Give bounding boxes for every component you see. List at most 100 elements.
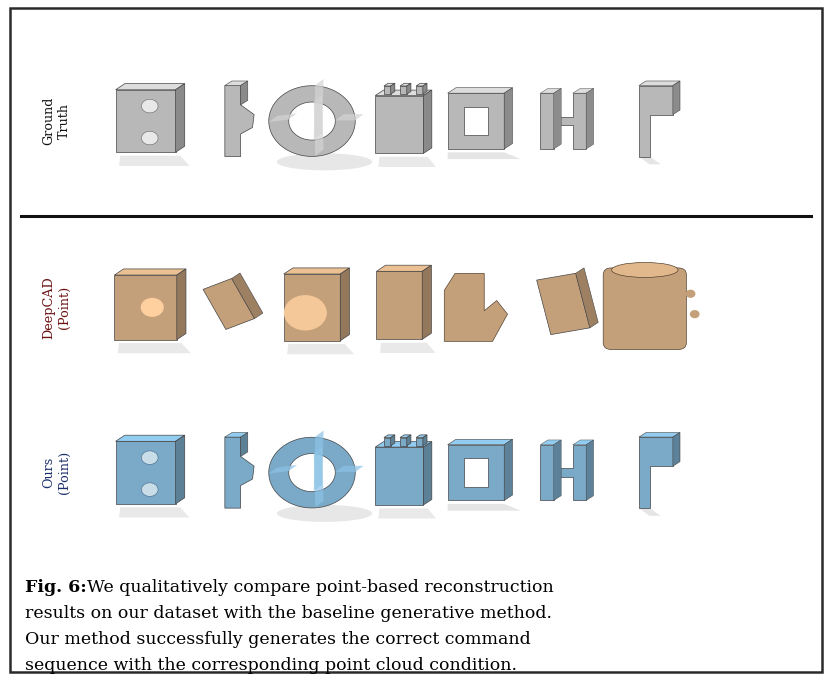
PathPatch shape: [269, 437, 355, 508]
Polygon shape: [376, 271, 422, 339]
Polygon shape: [391, 435, 395, 446]
PathPatch shape: [639, 437, 673, 508]
Polygon shape: [231, 273, 263, 318]
Text: Our method successfully generates the correct command: Our method successfully generates the co…: [25, 631, 531, 648]
Polygon shape: [639, 432, 680, 437]
PathPatch shape: [639, 86, 673, 156]
Ellipse shape: [277, 154, 372, 171]
Polygon shape: [269, 465, 297, 474]
Text: Fig. 6:: Fig. 6:: [25, 579, 87, 596]
FancyBboxPatch shape: [603, 268, 686, 350]
Polygon shape: [384, 86, 391, 95]
Polygon shape: [375, 447, 423, 505]
Polygon shape: [384, 84, 395, 86]
Polygon shape: [379, 157, 436, 167]
Polygon shape: [375, 442, 432, 447]
PathPatch shape: [225, 437, 254, 508]
Polygon shape: [314, 447, 324, 507]
PathPatch shape: [448, 93, 504, 149]
Polygon shape: [376, 265, 431, 271]
Polygon shape: [448, 88, 513, 93]
PathPatch shape: [141, 483, 158, 496]
Polygon shape: [400, 84, 411, 86]
Polygon shape: [448, 152, 521, 159]
Text: sequence with the corresponding point cloud condition.: sequence with the corresponding point cl…: [25, 657, 517, 674]
Polygon shape: [379, 509, 436, 518]
Polygon shape: [225, 432, 248, 437]
PathPatch shape: [444, 273, 508, 341]
Polygon shape: [423, 435, 427, 446]
Polygon shape: [225, 81, 248, 86]
Polygon shape: [673, 432, 680, 466]
Polygon shape: [340, 268, 349, 341]
Polygon shape: [384, 438, 391, 446]
Polygon shape: [115, 275, 176, 339]
Ellipse shape: [277, 505, 372, 522]
Polygon shape: [504, 439, 513, 500]
Polygon shape: [391, 84, 395, 95]
Polygon shape: [240, 432, 248, 456]
Polygon shape: [673, 81, 680, 115]
Text: results on our dataset with the baseline generative method.: results on our dataset with the baseline…: [25, 605, 552, 622]
Polygon shape: [639, 81, 680, 86]
Polygon shape: [416, 84, 427, 86]
PathPatch shape: [141, 99, 158, 113]
PathPatch shape: [225, 86, 254, 156]
Polygon shape: [422, 265, 431, 339]
Circle shape: [686, 290, 695, 297]
Text: DeepCAD
(Point): DeepCAD (Point): [42, 276, 71, 339]
Polygon shape: [118, 343, 191, 354]
Polygon shape: [400, 86, 407, 95]
Polygon shape: [407, 435, 411, 446]
PathPatch shape: [448, 445, 504, 500]
Polygon shape: [407, 84, 411, 95]
Polygon shape: [448, 439, 513, 445]
Polygon shape: [240, 81, 248, 105]
Polygon shape: [119, 156, 190, 166]
Polygon shape: [176, 84, 185, 152]
Polygon shape: [119, 507, 190, 517]
Polygon shape: [375, 96, 423, 154]
Polygon shape: [554, 88, 562, 149]
Polygon shape: [586, 440, 594, 500]
Polygon shape: [116, 441, 176, 504]
Polygon shape: [639, 156, 661, 165]
Polygon shape: [314, 430, 324, 491]
Polygon shape: [576, 268, 598, 328]
Circle shape: [691, 311, 699, 318]
Polygon shape: [116, 90, 176, 152]
Polygon shape: [284, 268, 349, 274]
Polygon shape: [284, 274, 340, 341]
PathPatch shape: [541, 445, 586, 500]
Polygon shape: [400, 438, 407, 446]
Polygon shape: [416, 438, 423, 446]
Polygon shape: [269, 114, 297, 122]
Ellipse shape: [612, 262, 678, 277]
Polygon shape: [176, 435, 185, 504]
Text: Ours
(Point): Ours (Point): [42, 451, 71, 494]
Polygon shape: [314, 79, 324, 139]
Polygon shape: [375, 90, 432, 96]
Polygon shape: [116, 435, 185, 441]
Polygon shape: [416, 86, 423, 95]
Circle shape: [141, 299, 163, 316]
Polygon shape: [116, 84, 185, 90]
Polygon shape: [504, 88, 513, 149]
Polygon shape: [335, 114, 364, 120]
Polygon shape: [380, 343, 435, 353]
Circle shape: [285, 296, 326, 330]
PathPatch shape: [541, 93, 586, 149]
Polygon shape: [586, 88, 594, 149]
Polygon shape: [423, 84, 427, 95]
Polygon shape: [537, 273, 590, 335]
Polygon shape: [115, 269, 186, 275]
PathPatch shape: [141, 451, 158, 464]
Polygon shape: [423, 442, 432, 505]
Polygon shape: [572, 440, 594, 445]
Text: Ground
Truth: Ground Truth: [42, 97, 71, 146]
Polygon shape: [416, 435, 427, 438]
Polygon shape: [639, 508, 661, 516]
Polygon shape: [384, 435, 395, 438]
Polygon shape: [287, 344, 354, 354]
Polygon shape: [448, 504, 521, 511]
